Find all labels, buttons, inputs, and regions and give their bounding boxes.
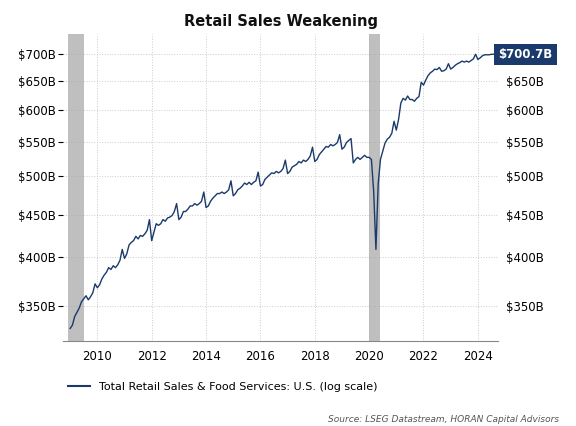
Text: Source: LSEG Datastream, HORAN Capital Advisors: Source: LSEG Datastream, HORAN Capital A… [328,415,559,424]
Legend: Total Retail Sales & Food Services: U.S. (log scale): Total Retail Sales & Food Services: U.S.… [63,377,382,397]
Bar [68,34,84,341]
Bar [369,34,381,341]
Title: Retail Sales Weakening: Retail Sales Weakening [184,14,378,29]
Text: $700.7B: $700.7B [498,48,552,61]
